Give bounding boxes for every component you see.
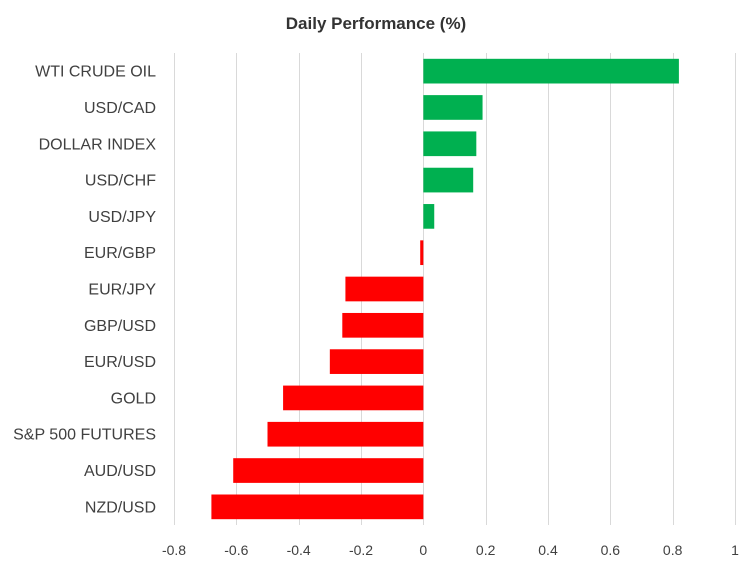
x-tick-label: 0.8: [663, 542, 683, 558]
bar: [345, 276, 424, 302]
bar: [423, 167, 474, 193]
category-label: EUR/USD: [84, 354, 156, 371]
chart-title: Daily Performance (%): [286, 14, 466, 33]
bar: [420, 240, 424, 266]
x-tick-label: 0: [419, 542, 427, 558]
bar: [233, 458, 424, 483]
bar: [423, 131, 477, 157]
category-label: EUR/GBP: [84, 245, 156, 262]
bar: [423, 204, 435, 229]
category-label: S&P 500 FUTURES: [13, 427, 156, 444]
x-tick-label: -0.8: [162, 542, 186, 558]
bar: [329, 349, 424, 374]
bar: [267, 421, 424, 447]
category-label: GBP/USD: [84, 318, 156, 335]
category-label: NZD/USD: [85, 499, 156, 516]
x-tick-label: 0.4: [538, 542, 558, 558]
bar: [423, 58, 679, 84]
category-label: USD/JPY: [88, 209, 156, 226]
x-tick-label: -0.4: [287, 542, 311, 558]
bar: [423, 95, 483, 120]
category-label: GOLD: [111, 390, 156, 407]
x-tick-label: 1: [731, 542, 739, 558]
category-label: DOLLAR INDEX: [39, 136, 157, 153]
x-tick-label: -0.6: [224, 542, 248, 558]
x-tick-label: -0.2: [349, 542, 373, 558]
category-label: USD/CHF: [85, 173, 156, 190]
category-label: USD/CAD: [84, 100, 156, 117]
grid-lines: [174, 53, 736, 525]
x-tick-label: 0.6: [601, 542, 621, 558]
bar: [342, 312, 424, 338]
bar: [211, 494, 424, 520]
category-label: EUR/JPY: [88, 282, 156, 299]
category-labels: WTI CRUDE OIL USD/CAD DOLLAR INDEX USD/CHF U…: [13, 64, 156, 517]
x-tick-label: 0.2: [476, 542, 496, 558]
category-label: AUD/USD: [84, 463, 156, 480]
bars: [211, 58, 679, 520]
category-label: WTI CRUDE OIL: [35, 64, 156, 81]
x-axis-tick-labels: -0.8 -0.6 -0.4 -0.2 0 0.2 0.4 0.6 0.8 1: [162, 542, 739, 558]
bar: [283, 385, 424, 411]
